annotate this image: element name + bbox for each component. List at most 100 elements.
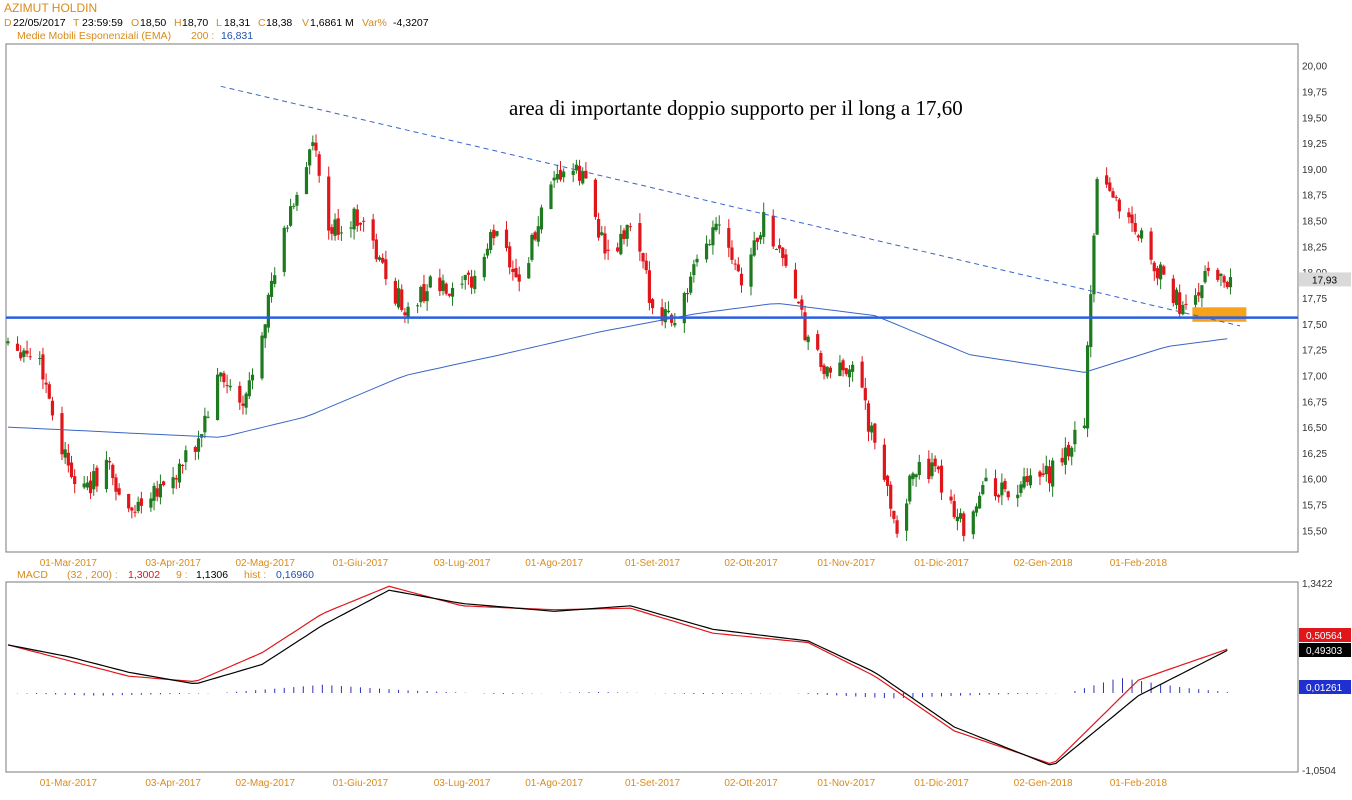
candle-down (88, 480, 93, 494)
candle-up (692, 264, 696, 276)
candle-down (1003, 480, 1007, 490)
candle-up (158, 483, 163, 498)
candle-up (971, 511, 975, 535)
candle-up (1228, 277, 1233, 288)
annotation-text: area di importante doppio supporto per i… (509, 96, 963, 120)
candle-down (47, 384, 51, 399)
candle-up (273, 275, 277, 284)
candle-up (930, 462, 934, 477)
ema-200-line (7, 303, 1228, 438)
candle-up (152, 485, 156, 501)
candle-up (304, 167, 309, 195)
candle-down (1114, 196, 1118, 198)
candle-up (714, 223, 718, 230)
candle-up (711, 227, 715, 246)
candle-down (622, 230, 626, 240)
candle-up (955, 516, 960, 522)
macd-y-max-label: 1,3422 (1302, 579, 1333, 590)
candle-down (127, 493, 131, 509)
candle-up (311, 142, 315, 146)
candle-down (95, 467, 99, 487)
candle-up (981, 484, 985, 495)
macd-line (7, 589, 1228, 766)
candle-up (416, 305, 420, 307)
candle-up (917, 461, 921, 476)
signal-value-badge (1299, 628, 1351, 642)
candle-down (1149, 231, 1153, 260)
candle-down (381, 257, 385, 263)
candle-down (19, 352, 23, 359)
candle-up (1016, 494, 1020, 499)
candle-up (552, 177, 556, 181)
candle-down (50, 400, 55, 416)
candle-down (755, 237, 759, 242)
candle-down (447, 293, 451, 296)
macd-y-min-label: -1,0504 (1302, 766, 1336, 777)
time-value: 23:59:59 (82, 17, 123, 29)
candle-down (997, 494, 1001, 498)
candle-up (1051, 460, 1055, 487)
price-x-tick-label: 01-Feb-2018 (1110, 558, 1168, 569)
candle-down (685, 293, 690, 295)
close-value: 18,38 (266, 17, 292, 29)
candle-up (149, 498, 153, 508)
candle-down (1162, 266, 1166, 275)
candle-down (844, 368, 848, 375)
candle-down (784, 254, 788, 266)
candle-down (384, 259, 388, 280)
candle-up (419, 286, 423, 303)
macd-x-tick-label: 01-Ago-2017 (525, 778, 583, 789)
candle-up (104, 459, 109, 490)
candle-up (774, 249, 779, 251)
candle-up (562, 171, 566, 178)
candle-up (527, 263, 531, 279)
signal-value-label: 0,50564 (1306, 631, 1343, 642)
candle-up (914, 474, 918, 478)
candle-up (495, 231, 499, 236)
candle-down (644, 260, 648, 271)
candle-up (574, 164, 578, 171)
candle-down (1066, 444, 1071, 457)
candle-up (708, 244, 712, 246)
candle-down (1152, 262, 1156, 272)
candle-down (993, 478, 998, 497)
candle-up (806, 336, 810, 343)
candle-down (1025, 476, 1029, 483)
candle-up (228, 385, 232, 388)
candle-up (1073, 429, 1077, 445)
candle-up (1082, 425, 1087, 428)
variation-label: Var% (362, 17, 387, 29)
candle-down (730, 247, 734, 260)
candle-down (895, 520, 899, 534)
candle-down (800, 299, 804, 310)
candle-up (203, 415, 207, 433)
candle-up (682, 293, 686, 324)
candle-up (758, 235, 763, 240)
candle-up (666, 310, 671, 313)
candle-down (469, 276, 474, 288)
candle-up (425, 291, 429, 302)
candle-down (885, 475, 890, 486)
candle-down (892, 510, 896, 519)
candle-up (85, 482, 89, 488)
candle-down (793, 269, 798, 299)
price-y-tick-label: 16,50 (1302, 423, 1327, 434)
candle-down (949, 496, 953, 501)
candle-down (393, 280, 397, 304)
candle-down (841, 360, 845, 371)
candle-down (1178, 292, 1182, 314)
macd-params: (32 , 200) : (67, 569, 118, 581)
candle-down (111, 464, 115, 479)
candle-up (530, 234, 534, 260)
ema-label: Medie Mobili Esponenziali (EMA) (17, 30, 171, 42)
price-y-tick-label: 17,75 (1302, 294, 1327, 305)
price-y-tick-label: 16,25 (1302, 449, 1327, 460)
candle-down (873, 423, 877, 443)
macd-x-tick-label: 01-Nov-2017 (817, 778, 875, 789)
candle-up (349, 227, 353, 229)
price-layer: 01-Mar-2017 03-Apr-2017 02-Mag-2017 01-Giu-… (6, 62, 1351, 569)
candle-down (108, 461, 112, 463)
price-y-tick-label: 17,25 (1302, 346, 1327, 357)
candle-down (69, 462, 74, 477)
date-value: 22/05/2017 (13, 17, 66, 29)
